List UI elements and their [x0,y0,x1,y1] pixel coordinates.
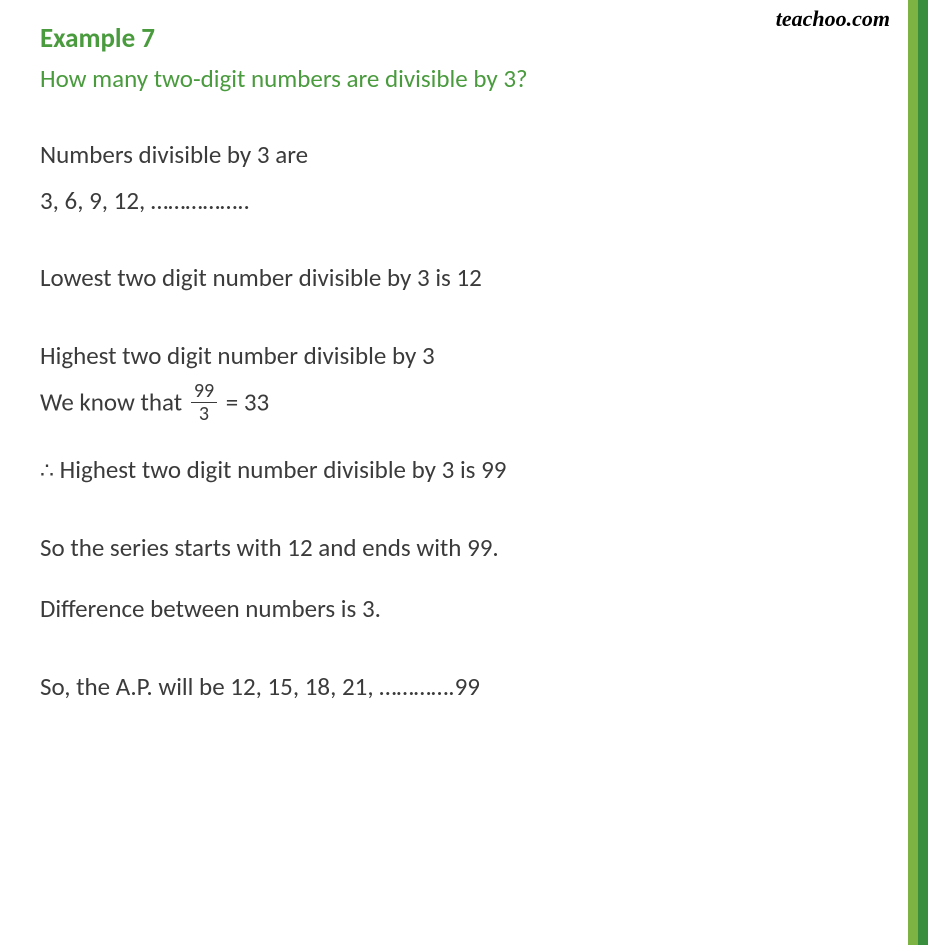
content-area: Example 7 How many two-digit numbers are… [0,0,908,749]
fraction-pre: We know that [40,386,188,417]
question-text: How many two-digit numbers are divisible… [40,63,868,94]
fraction-numerator: 99 [191,380,217,403]
fraction-post: = 33 [220,386,269,417]
lowest-line: Lowest two digit number divisible by 3 i… [40,259,868,297]
example-heading: Example 7 [40,22,868,55]
ap-line: So, the A.P. will be 12, 15, 18, 21, ………… [40,668,868,706]
therefore-line: ∴ Highest two digit number divisible by … [40,451,868,489]
therefore-symbol: ∴ [40,457,54,484]
intro-line: Numbers divisible by 3 are [40,136,868,174]
highest-heading: Highest two digit number divisible by 3 [40,337,868,375]
difference-line: Difference between numbers is 3. [40,590,868,628]
series-line: So the series starts with 12 and ends wi… [40,529,868,567]
fraction-line: We know that 993 = 33 [40,382,868,427]
therefore-text: Highest two digit number divisible by 3 … [54,454,506,485]
side-border [908,0,928,945]
fraction-denominator: 3 [191,403,217,425]
multiples-sequence: 3, 6, 9, 12, …………….. [40,182,868,220]
watermark: teachoo.com [776,6,890,32]
fraction: 993 [191,380,217,425]
